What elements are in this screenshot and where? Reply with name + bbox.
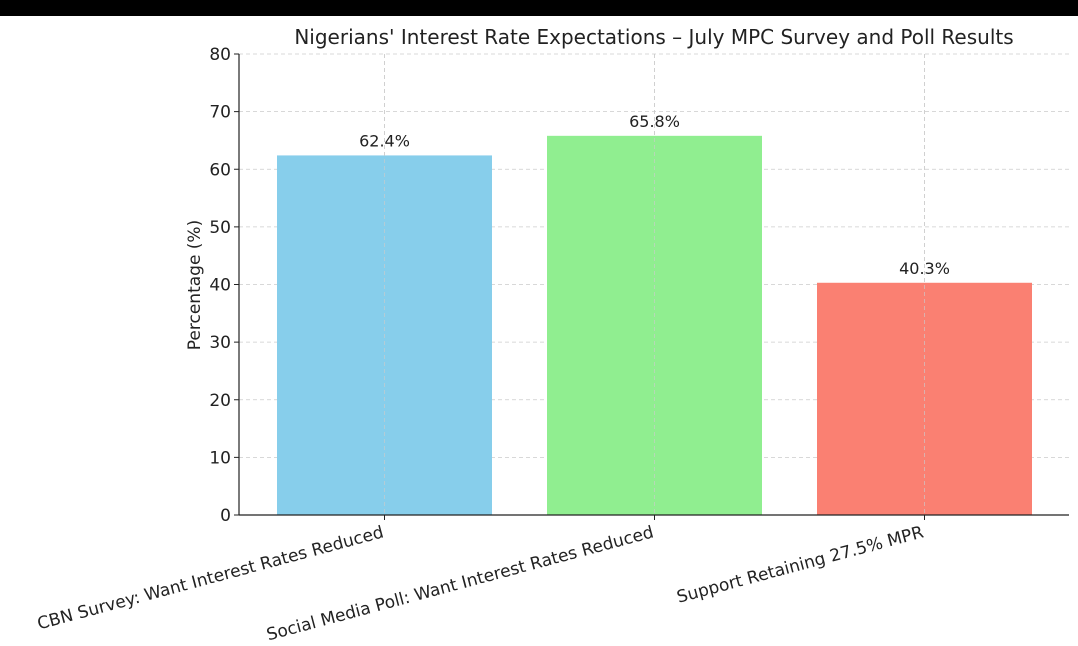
y-tick-label: 50 (209, 218, 231, 238)
y-tick-label: 30 (209, 333, 231, 353)
y-axis-label: Percentage (%) (185, 220, 205, 350)
y-tick-label: 70 (209, 103, 231, 123)
y-tick-label: 60 (209, 160, 231, 180)
window-top-bar (0, 0, 1078, 16)
data-label: 62.4% (359, 131, 410, 150)
bars: 62.4% 65.8% 40.3% (277, 54, 1032, 516)
data-label: 40.3% (899, 259, 950, 278)
y-tick-label: 40 (209, 276, 231, 296)
y-tick-label: 10 (209, 448, 231, 468)
x-tick-label: Support Retaining 27.5% MPR (675, 522, 926, 607)
data-label: 65.8% (629, 112, 680, 131)
y-tick-label: 80 (209, 45, 231, 65)
y-tick-label: 20 (209, 391, 231, 411)
chart-title: Nigerians' Interest Rate Expectations – … (294, 25, 1013, 49)
y-tick-label: 0 (220, 506, 231, 526)
bar (547, 135, 762, 515)
